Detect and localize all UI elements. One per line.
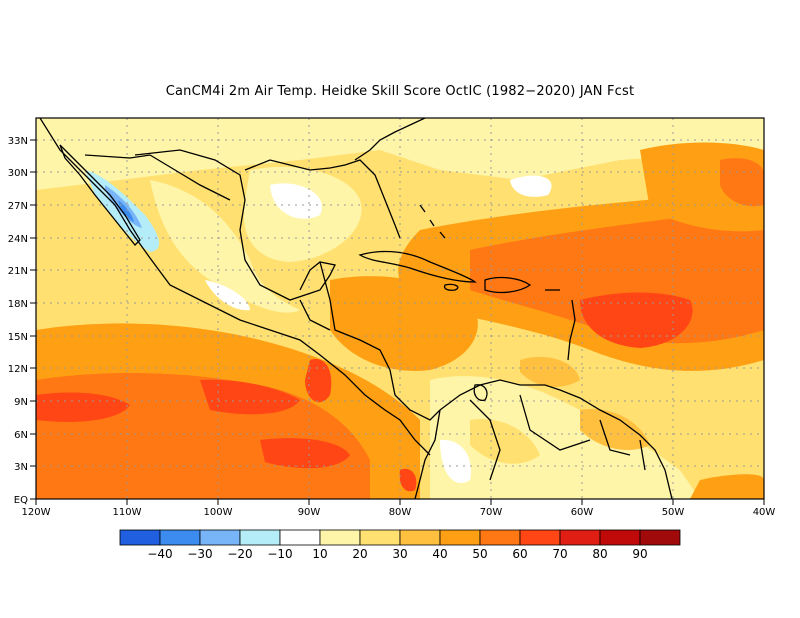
x-tick-label: 80W <box>389 507 412 518</box>
x-tick-label: 40W <box>753 507 776 518</box>
y-tick-label: 18N <box>8 299 28 310</box>
colorbar-label: 80 <box>592 547 607 561</box>
tick-marks <box>30 139 765 505</box>
y-tick-label: 3N <box>14 462 28 473</box>
colorbar-label: 90 <box>632 547 647 561</box>
y-tick-label: EQ <box>14 495 28 506</box>
y-tick-label: 12N <box>8 364 28 375</box>
x-tick-label: 120W <box>22 507 51 518</box>
colorbar-swatch <box>199 529 241 546</box>
colorbar-label: 20 <box>352 547 367 561</box>
colorbar-swatch <box>319 529 361 546</box>
chart-title: CanCM4i 2m Air Temp. Heidke Skill Score … <box>165 84 635 99</box>
colorbar-labels: −40 −30 −20 −10 10 20 30 40 50 60 70 80 90 <box>147 547 647 561</box>
colorbar-swatch <box>359 529 401 546</box>
colorbar-swatch <box>479 529 521 546</box>
colorbar-swatch <box>519 529 561 546</box>
colorbar-label: 30 <box>392 547 407 561</box>
colorbar-label: 60 <box>512 547 527 561</box>
colorbar-label: −30 <box>187 547 212 561</box>
colorbar-label: −20 <box>227 547 252 561</box>
colorbar <box>119 529 681 546</box>
x-tick-label: 50W <box>662 507 685 518</box>
colorbar-swatch <box>639 529 681 546</box>
x-tick-label: 70W <box>480 507 503 518</box>
colorbar-label: −10 <box>267 547 292 561</box>
x-tick-label: 90W <box>298 507 321 518</box>
y-tick-label: 6N <box>14 430 28 441</box>
y-tick-label: 27N <box>8 201 28 212</box>
y-tick-label: 21N <box>8 266 28 277</box>
y-tick-label: 15N <box>8 332 28 343</box>
x-tick-label: 100W <box>204 507 233 518</box>
x-tick-label: 60W <box>571 507 594 518</box>
colorbar-swatch <box>159 529 201 546</box>
colorbar-swatch <box>399 529 441 546</box>
y-tick-label: 9N <box>14 397 28 408</box>
colorbar-swatch <box>119 529 161 546</box>
colorbar-swatch <box>279 529 321 546</box>
colorbar-swatch <box>239 529 281 546</box>
skill-score-field <box>36 118 764 499</box>
colorbar-label: −40 <box>147 547 172 561</box>
colorbar-label: 70 <box>552 547 567 561</box>
colorbar-label: 10 <box>312 547 327 561</box>
colorbar-swatch <box>439 529 481 546</box>
coastlines <box>39 118 673 499</box>
colorbar-label: 40 <box>432 547 447 561</box>
colorbar-swatch <box>599 529 641 546</box>
y-tick-label: 30N <box>8 168 28 179</box>
y-tick-label: 24N <box>8 234 28 245</box>
colorbar-swatch <box>559 529 601 546</box>
y-tick-label: 33N <box>8 136 28 147</box>
x-tick-label: 110W <box>113 507 142 518</box>
colorbar-label: 50 <box>472 547 487 561</box>
